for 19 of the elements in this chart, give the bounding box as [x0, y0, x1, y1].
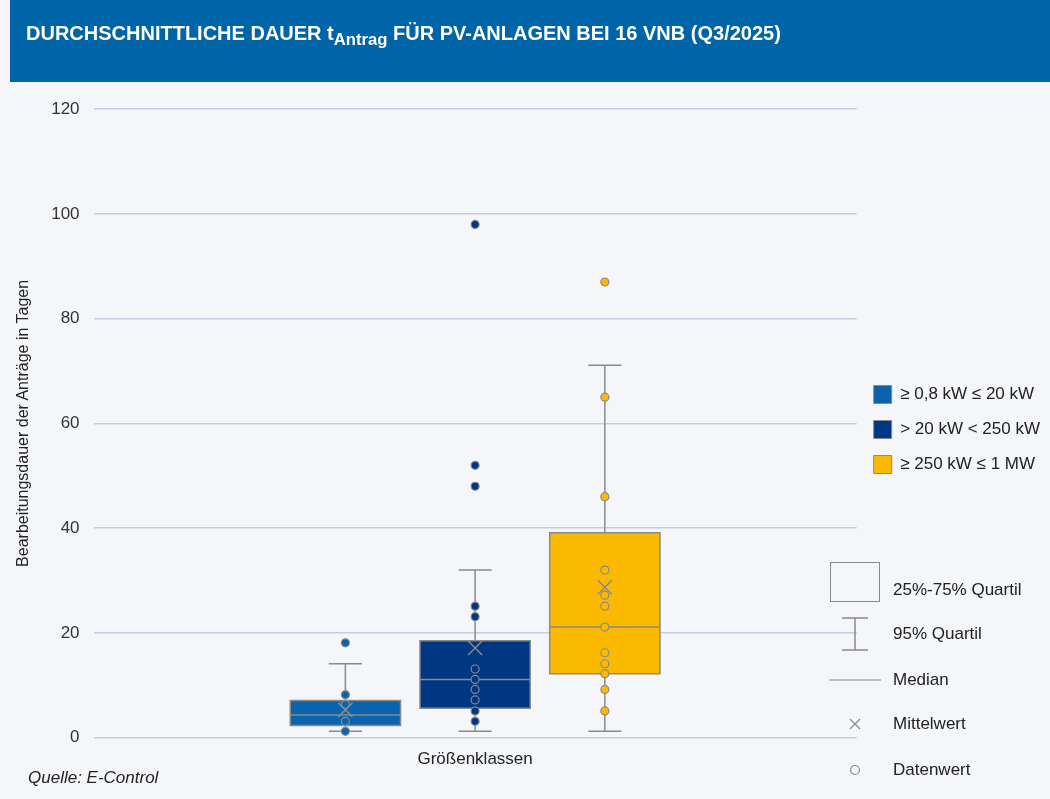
text: Mittelwert — [893, 714, 966, 734]
y-tick-label: 120 — [51, 98, 80, 118]
y-tick-label: 20 — [60, 622, 80, 642]
legend-label: > 20 kW < 250 kW — [900, 419, 1041, 439]
source-note: Quelle: E-Control — [28, 768, 159, 788]
text: Datenwert — [893, 760, 971, 780]
legend-label: ≥ 250 kW ≤ 1 MW — [900, 454, 1036, 474]
text: Median — [893, 670, 949, 690]
y-tick-label: 80 — [60, 308, 80, 328]
text: 95% Quartil — [893, 624, 982, 644]
text: 25%-75% Quartil — [893, 580, 1022, 600]
y-tick-label: 100 — [51, 203, 80, 223]
y-tick-label: 60 — [60, 413, 80, 433]
legend-label: ≥ 0,8 kW ≤ 20 kW — [900, 384, 1035, 404]
x-axis-title: Größenklassen — [417, 749, 533, 769]
y-tick-label: 40 — [60, 517, 80, 537]
y-axis-title: Bearbeitungsdauer der Anträge in Tagen — [14, 279, 32, 567]
y-tick-label: 0 — [70, 727, 80, 747]
chart-title: DURCHSCHNITTLICHE DAUER t$_{Antrag}$ FÜR PV-ANLAGEN BEI 16 VNB (Q3/2025) — [26, 22, 781, 50]
